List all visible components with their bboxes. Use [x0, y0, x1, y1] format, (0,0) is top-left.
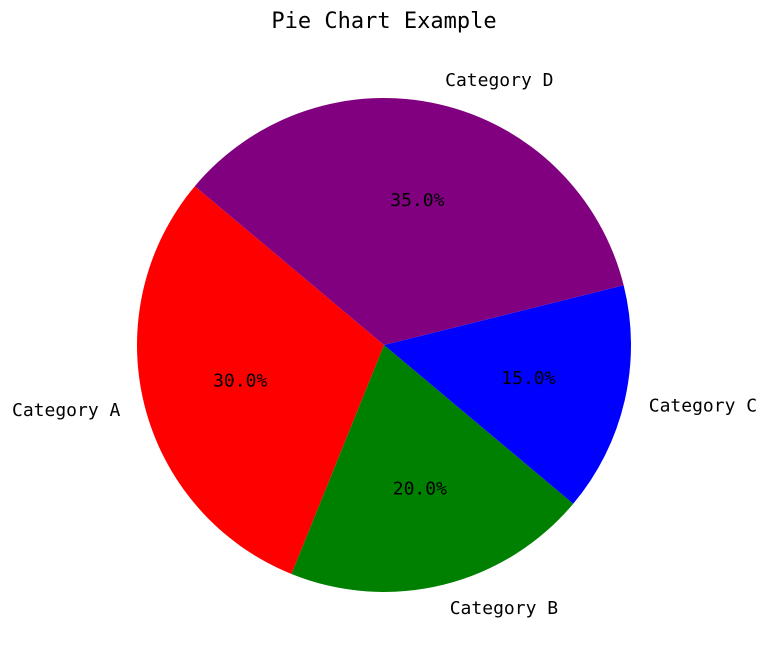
pie-slice-category-d	[194, 98, 624, 345]
percent-label-category-b: 20.0%	[393, 478, 447, 499]
pie-slices	[137, 98, 631, 592]
category-labels: Category A Category B Category C Category D	[12, 70, 757, 619]
pie-slice-category-c	[384, 285, 631, 504]
category-label-category-d: Category D	[445, 70, 553, 91]
percent-label-category-a: 30.0%	[213, 370, 267, 391]
category-label-category-a: Category A	[12, 400, 121, 421]
pie-slice-category-b	[291, 345, 574, 592]
pie-slice-category-a	[137, 186, 384, 575]
percent-labels: 30.0% 20.0% 15.0% 35.0%	[213, 190, 556, 499]
percent-label-category-d: 35.0%	[390, 190, 444, 211]
chart-title: Pie Chart Example	[271, 9, 496, 34]
category-label-category-b: Category B	[450, 598, 558, 619]
category-label-category-c: Category C	[649, 396, 757, 417]
percent-label-category-c: 15.0%	[501, 368, 555, 389]
